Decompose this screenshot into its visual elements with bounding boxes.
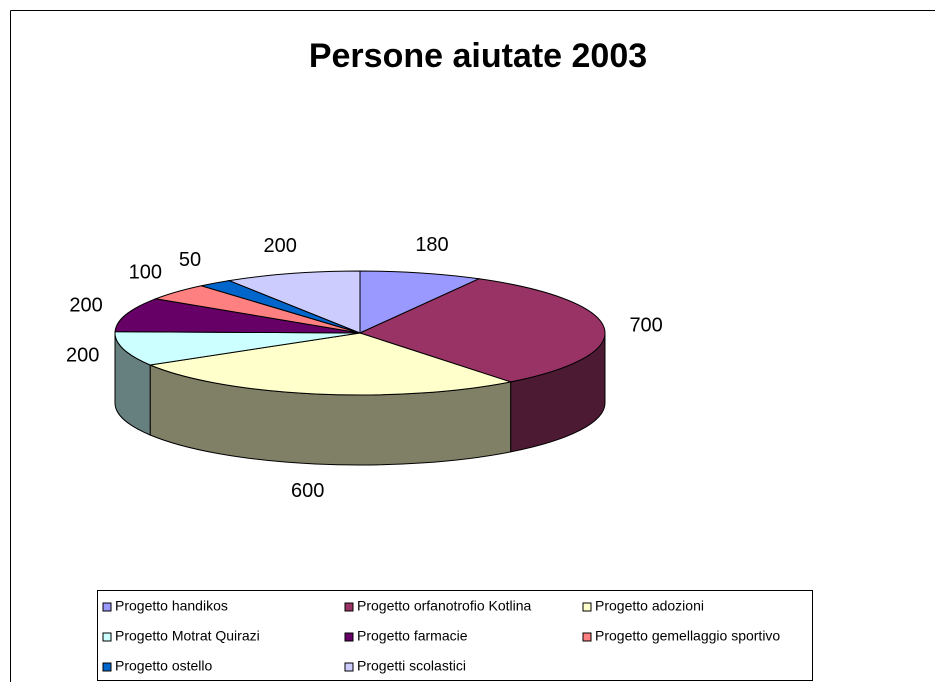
data-label: 600 (291, 480, 324, 502)
data-label: 200 (264, 235, 297, 257)
legend-label: Progetto orfanotrofio Kotlina (357, 598, 532, 614)
pie-slice (114, 298, 361, 334)
data-label: 700 (629, 314, 662, 336)
legend-swatch (102, 632, 112, 642)
chart-title: Persone aiutate 2003 (309, 37, 647, 75)
legend-swatch (582, 632, 592, 642)
pie-slice (359, 270, 481, 334)
legend-label: Progetto adozioni (595, 598, 704, 614)
legend-label: Progetto farmacie (357, 628, 468, 644)
legend-swatch (344, 632, 354, 642)
pie-slice (227, 270, 361, 334)
legend-label: Progetto handikos (115, 598, 228, 614)
data-label: 180 (415, 234, 448, 256)
data-label: 200 (66, 344, 99, 366)
legend-label: Progetto gemellaggio sportivo (595, 628, 780, 644)
legend-swatch (102, 602, 112, 612)
data-label: 50 (179, 249, 201, 271)
legend-swatch (344, 662, 354, 672)
pie-slice (114, 331, 361, 366)
pie-slice (358, 278, 606, 383)
legend-swatch (344, 602, 354, 612)
legend-label: Progetto ostello (115, 658, 212, 674)
pie-slice (148, 332, 513, 396)
data-label: 200 (69, 294, 102, 316)
data-label: 100 (129, 262, 162, 284)
legend-swatch (102, 662, 112, 672)
legend-swatch (582, 602, 592, 612)
legend-box (97, 590, 813, 681)
legend-label: Progetto Motrat Quirazi (115, 628, 260, 644)
legend-label: Progetti scolastici (357, 658, 466, 674)
